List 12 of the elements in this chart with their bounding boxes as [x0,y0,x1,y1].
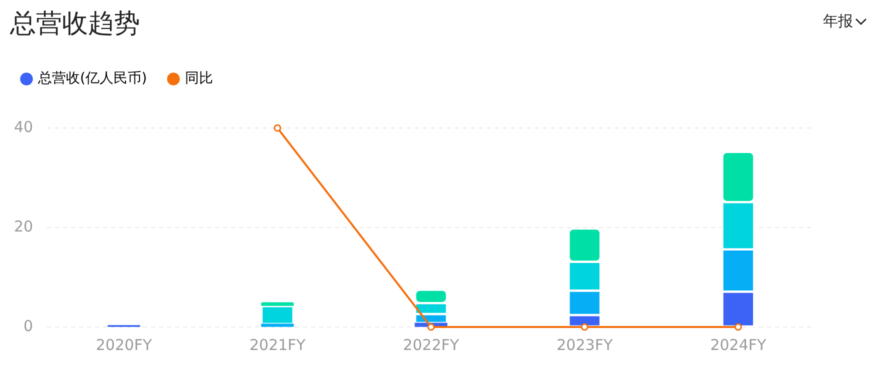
legend-label: 总营收(亿人民币) [37,70,147,87]
x-tick-label: 2020FY [96,336,153,354]
x-tick-label: 2024FY [710,336,768,354]
x-tick-label: 2021FY [249,336,306,354]
legend-label: 同比 [184,70,213,87]
y-tick-label: 40 [14,118,34,136]
y-tick-label: 20 [14,217,34,236]
x-tick-label: 2023FY [556,336,614,354]
x-tick-label: 2022FY [403,336,460,354]
text: 年报 [823,12,853,31]
chart-title: 总营收趋势 [10,8,140,41]
y-tick-label: 0 [24,316,34,335]
